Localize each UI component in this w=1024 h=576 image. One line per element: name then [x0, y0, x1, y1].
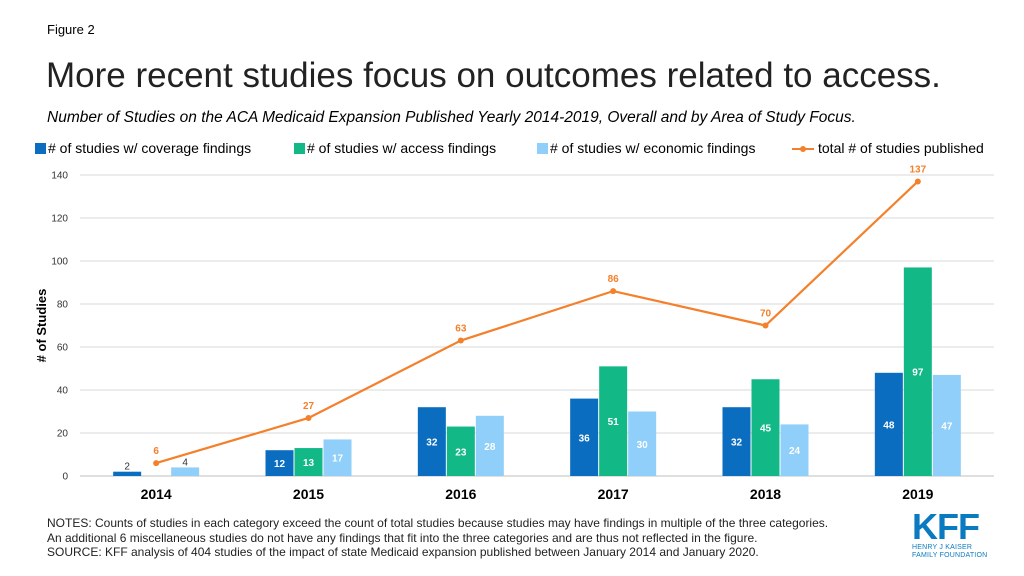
bar-label-economic-2019: 47 [941, 421, 953, 432]
kff-logo: KFF HENRY J KAISER FAMILY FOUNDATION [912, 506, 992, 560]
bar-access-2019 [903, 267, 932, 476]
x-tick-label-2019: 2019 [902, 486, 933, 502]
legend-swatch-economic [537, 142, 548, 154]
bar-label-coverage-2014: 2 [124, 462, 130, 473]
y-axis-label: # of Studies [34, 289, 49, 363]
chart-title: More recent studies focus on outcomes re… [46, 56, 941, 95]
x-tick-label-2016: 2016 [445, 486, 476, 502]
point-total-2014 [153, 460, 160, 467]
bar-label-coverage-2016: 32 [426, 438, 438, 449]
bar-label-economic-2015: 17 [332, 454, 344, 465]
bar-label-economic-2014: 4 [182, 457, 188, 468]
logo-line-2: FAMILY FOUNDATION [912, 552, 988, 559]
point-total-2017 [610, 288, 617, 295]
notes-line-1: NOTES: Counts of studies in each categor… [47, 516, 829, 530]
legend-item-total: total # of studies published [792, 140, 984, 156]
figure-label: Figure 2 [47, 22, 95, 37]
bar-coverage-2014 [113, 471, 142, 476]
bar-access-2018 [751, 379, 780, 476]
chart-subtitle: Number of Studies on the ACA Medicaid Ex… [47, 109, 856, 126]
y-tick-label-140: 140 [51, 171, 68, 182]
bar-economic-2018 [780, 424, 809, 476]
bar-label-coverage-2015: 12 [274, 459, 286, 470]
point-total-2015 [305, 414, 312, 421]
logo-mark: KFF [912, 506, 980, 547]
bar-coverage-2015 [265, 450, 294, 476]
x-tick-label-2014: 2014 [141, 486, 172, 502]
legend-label-total: total # of studies published [818, 140, 984, 156]
bar-label-access-2015: 13 [303, 458, 315, 469]
x-tick-label-2015: 2015 [293, 486, 324, 502]
y-tick-label-60: 60 [57, 343, 69, 354]
y-tick-label-80: 80 [57, 300, 69, 311]
bar-economic-2015 [323, 439, 352, 476]
legend-item-coverage: # of studies w/ coverage findings [35, 140, 251, 156]
line-total-studies [155, 180, 919, 465]
y-tick-label-40: 40 [57, 386, 69, 397]
legend-item-economic: # of studies w/ economic findings [537, 140, 755, 156]
point-label-total-2014: 6 [153, 446, 159, 457]
point-total-2016 [457, 337, 464, 344]
legend-swatch-access [294, 142, 305, 154]
bar-label-coverage-2019: 48 [883, 420, 895, 431]
x-tick-label-2017: 2017 [598, 486, 629, 502]
chart-plot: 0 20 40 60 80 100 120 140 # of Studies 2 12 32 36 32 4… [34, 164, 994, 502]
bar-coverage-2016 [417, 407, 446, 476]
bar-coverage-2017 [570, 398, 599, 476]
bar-access-2015 [294, 448, 323, 476]
source-line: SOURCE: KFF analysis of 404 studies of t… [47, 545, 759, 559]
point-total-2019 [914, 178, 921, 185]
bar-label-coverage-2017: 36 [579, 433, 591, 444]
point-label-total-2018: 70 [760, 309, 772, 320]
legend-label-access: # of studies w/ access findings [307, 140, 497, 156]
bar-label-economic-2018: 24 [789, 446, 801, 457]
bar-coverage-2019 [874, 372, 903, 476]
bar-label-access-2016: 23 [455, 447, 467, 458]
bar-label-economic-2017: 30 [637, 440, 649, 451]
legend-swatch-coverage [35, 142, 46, 154]
bar-economic-2017 [628, 411, 657, 476]
bar-label-access-2019: 97 [912, 368, 924, 379]
notes-block: NOTES: Counts of studies in each categor… [47, 516, 887, 560]
y-tick-label-120: 120 [51, 214, 68, 225]
bar-label-economic-2016: 28 [484, 442, 496, 453]
bar-access-2017 [599, 366, 628, 476]
legend-label-coverage: # of studies w/ coverage findings [48, 140, 252, 156]
bar-label-access-2017: 51 [608, 417, 620, 428]
chart-legend: # of studies w/ coverage findings # of s… [35, 140, 995, 158]
point-label-total-2016: 63 [455, 324, 467, 335]
point-label-total-2019: 137 [909, 164, 926, 175]
bar-economic-2019 [932, 374, 961, 476]
bar-coverage-2018 [722, 407, 751, 476]
legend-swatch-total [792, 143, 814, 154]
notes-line-2: An additional 6 miscellaneous studies do… [47, 530, 758, 545]
bar-label-access-2018: 45 [760, 424, 772, 435]
legend-label-economic: # of studies w/ economic findings [550, 140, 756, 156]
bar-economic-2014 [171, 467, 200, 476]
x-tick-label-2018: 2018 [750, 486, 781, 502]
logo-line-1: HENRY J KAISER [912, 544, 973, 551]
y-tick-label-100: 100 [51, 257, 68, 268]
bar-access-2016 [446, 426, 475, 476]
bar-economic-2016 [475, 415, 504, 476]
bar-label-coverage-2018: 32 [731, 438, 743, 449]
legend-item-access: # of studies w/ access findings [294, 140, 496, 156]
y-tick-label-0: 0 [62, 472, 68, 483]
point-label-total-2017: 86 [608, 274, 620, 285]
point-label-total-2015: 27 [303, 401, 315, 412]
point-total-2018 [762, 322, 769, 329]
y-tick-label-20: 20 [57, 429, 69, 440]
